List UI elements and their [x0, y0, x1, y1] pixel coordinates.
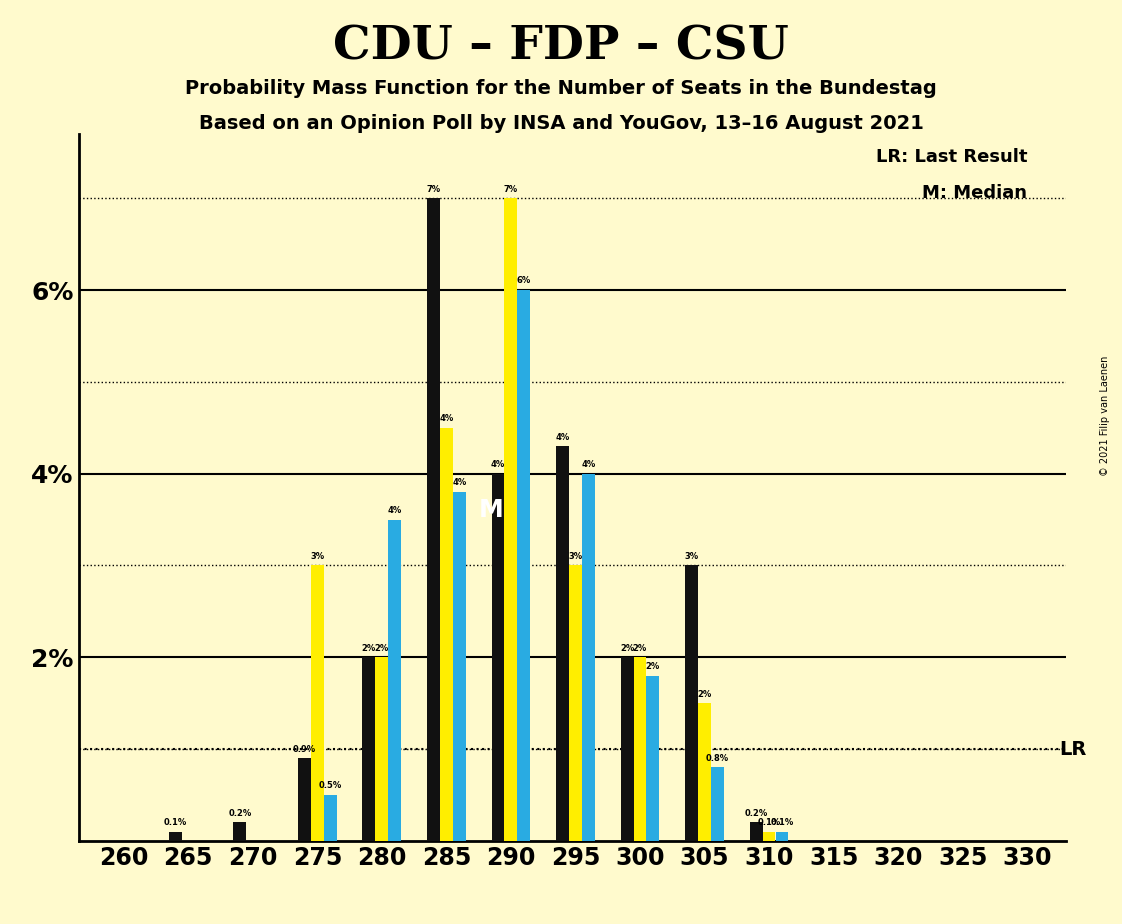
Text: LR: Last Result: LR: Last Result [875, 148, 1027, 165]
Text: 4%: 4% [581, 460, 596, 469]
Bar [505, 199, 517, 841]
Text: © 2021 Filip van Laenen: © 2021 Filip van Laenen [1101, 356, 1110, 476]
Text: 0.1%: 0.1% [757, 818, 781, 827]
Text: 7%: 7% [504, 185, 518, 194]
Bar [427, 199, 440, 841]
Text: Probability Mass Function for the Number of Seats in the Bundestag: Probability Mass Function for the Number… [185, 79, 937, 98]
Bar [620, 657, 634, 841]
Text: 2%: 2% [646, 662, 660, 671]
Text: 4%: 4% [387, 506, 402, 515]
Bar [388, 519, 402, 841]
Text: Based on an Opinion Poll by INSA and YouGov, 13–16 August 2021: Based on an Opinion Poll by INSA and You… [199, 114, 923, 133]
Text: 0.1%: 0.1% [771, 818, 793, 827]
Text: 3%: 3% [569, 552, 582, 561]
Text: 0.2%: 0.2% [228, 808, 251, 818]
Text: 4%: 4% [439, 414, 453, 423]
Bar [233, 822, 247, 841]
Text: 0.2%: 0.2% [745, 808, 767, 818]
Text: 2%: 2% [375, 644, 389, 652]
Text: 2%: 2% [361, 644, 376, 652]
Bar [311, 565, 324, 841]
Text: 3%: 3% [684, 552, 699, 561]
Bar [491, 474, 505, 841]
Bar [646, 675, 660, 841]
Text: 3%: 3% [311, 552, 324, 561]
Text: 2%: 2% [698, 689, 711, 699]
Text: 4%: 4% [491, 460, 505, 469]
Bar [686, 565, 698, 841]
Text: M: M [479, 498, 504, 522]
Bar [698, 703, 711, 841]
Bar [569, 565, 582, 841]
Bar [582, 474, 595, 841]
Bar [324, 795, 337, 841]
Text: 0.5%: 0.5% [319, 782, 342, 790]
Bar [557, 446, 569, 841]
Bar [711, 768, 724, 841]
Bar [763, 832, 775, 841]
Text: 0.8%: 0.8% [706, 754, 729, 763]
Text: LR: LR [1059, 739, 1087, 759]
Bar [169, 832, 182, 841]
Bar [634, 657, 646, 841]
Bar [749, 822, 763, 841]
Bar [775, 832, 789, 841]
Bar [298, 759, 311, 841]
Text: 7%: 7% [426, 185, 441, 194]
Text: 4%: 4% [555, 432, 570, 442]
Bar [362, 657, 376, 841]
Text: M: Median: M: Median [922, 185, 1027, 202]
Bar [453, 492, 466, 841]
Text: 2%: 2% [620, 644, 634, 652]
Text: 0.1%: 0.1% [164, 818, 187, 827]
Bar [376, 657, 388, 841]
Text: 0.9%: 0.9% [293, 745, 316, 754]
Text: 6%: 6% [517, 276, 531, 286]
Text: 4%: 4% [452, 479, 467, 488]
Text: CDU – FDP – CSU: CDU – FDP – CSU [333, 23, 789, 69]
Text: 2%: 2% [633, 644, 647, 652]
Bar [440, 428, 453, 841]
Bar [517, 290, 531, 841]
